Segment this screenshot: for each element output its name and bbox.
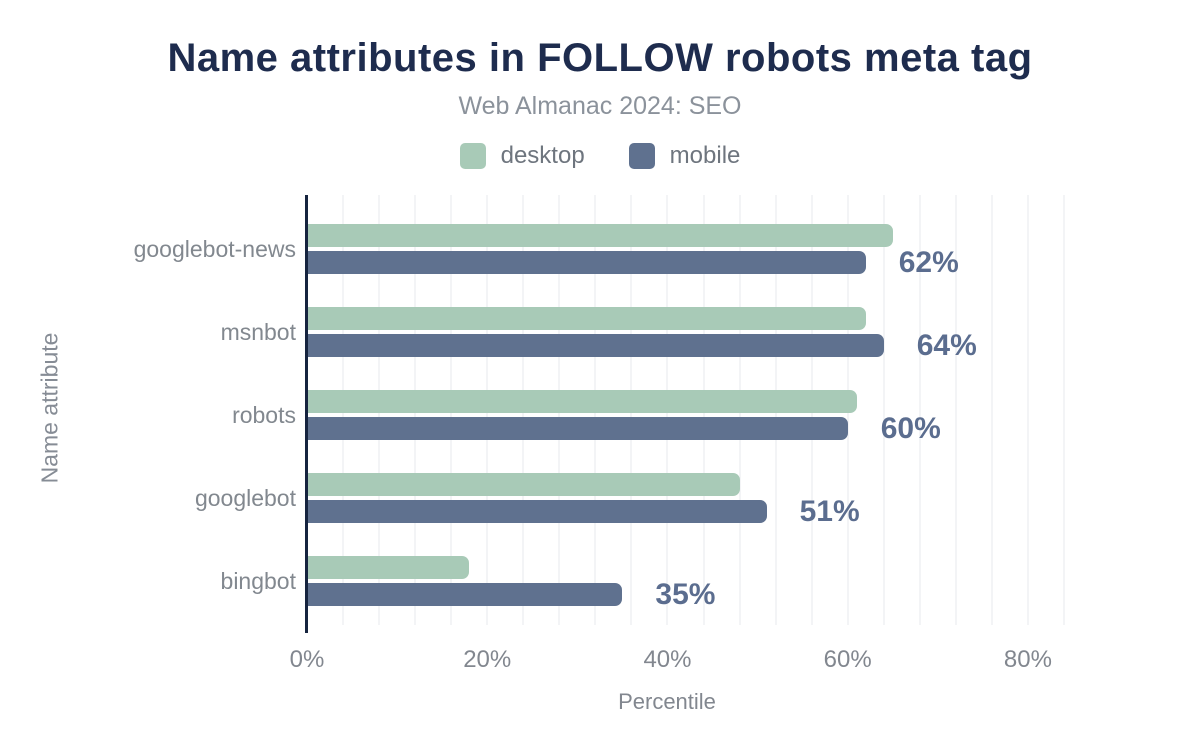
category-label-googlebot-news: googlebot-news — [133, 236, 296, 262]
category-label-msnbot: msnbot — [220, 319, 296, 345]
bar-mobile-googlebot-news — [307, 251, 866, 274]
legend-label-desktop: desktop — [500, 142, 585, 169]
bar-mobile-robots — [307, 417, 848, 440]
category-label-robots: robots — [232, 402, 296, 428]
gridline — [954, 195, 957, 625]
gridline — [882, 195, 885, 625]
legend-item-mobile: mobile — [628, 142, 741, 170]
legend-swatch-mobile — [628, 143, 655, 169]
value-label-googlebot: 51% — [799, 494, 860, 528]
bar-desktop-googlebot — [307, 473, 740, 496]
legend-label-mobile: mobile — [669, 142, 741, 169]
legend-item-desktop: desktop — [459, 142, 585, 170]
x-axis-title: Percentile — [618, 689, 716, 714]
plot-area: 62% 64% 60% 51% 35% — [305, 195, 1065, 633]
bar-desktop-bingbot — [307, 556, 470, 579]
bar-desktop-googlebot-news — [307, 224, 893, 247]
value-label-msnbot: 64% — [916, 328, 977, 362]
chart-subtitle: Web Almanac 2024: SEO — [458, 92, 742, 120]
bar-mobile-msnbot — [307, 334, 884, 357]
value-label-bingbot: 35% — [655, 577, 716, 611]
x-tick-0%: 0% — [289, 646, 325, 673]
x-tick-20%: 20% — [463, 646, 512, 673]
value-label-robots: 60% — [880, 411, 941, 445]
category-label-bingbot: bingbot — [220, 568, 296, 594]
x-tick-40%: 40% — [643, 646, 692, 673]
bar-desktop-robots — [307, 390, 857, 413]
gridline — [1063, 195, 1065, 625]
x-tick-80%: 80% — [1003, 646, 1052, 673]
legend: desktop mobile — [0, 142, 1200, 170]
gridline — [1026, 195, 1029, 625]
y-axis-line — [305, 195, 308, 633]
bar-mobile-googlebot — [307, 500, 767, 523]
value-label-googlebot-news: 62% — [898, 245, 959, 279]
x-tick-60%: 60% — [823, 646, 872, 673]
category-label-googlebot: googlebot — [194, 485, 296, 511]
bar-desktop-msnbot — [307, 307, 866, 330]
legend-swatch-desktop — [459, 143, 486, 169]
gridline — [918, 195, 921, 625]
bar-mobile-bingbot — [307, 583, 623, 606]
gridline — [990, 195, 993, 625]
chart-title: Name attributes in FOLLOW robots meta ta… — [167, 36, 1033, 80]
